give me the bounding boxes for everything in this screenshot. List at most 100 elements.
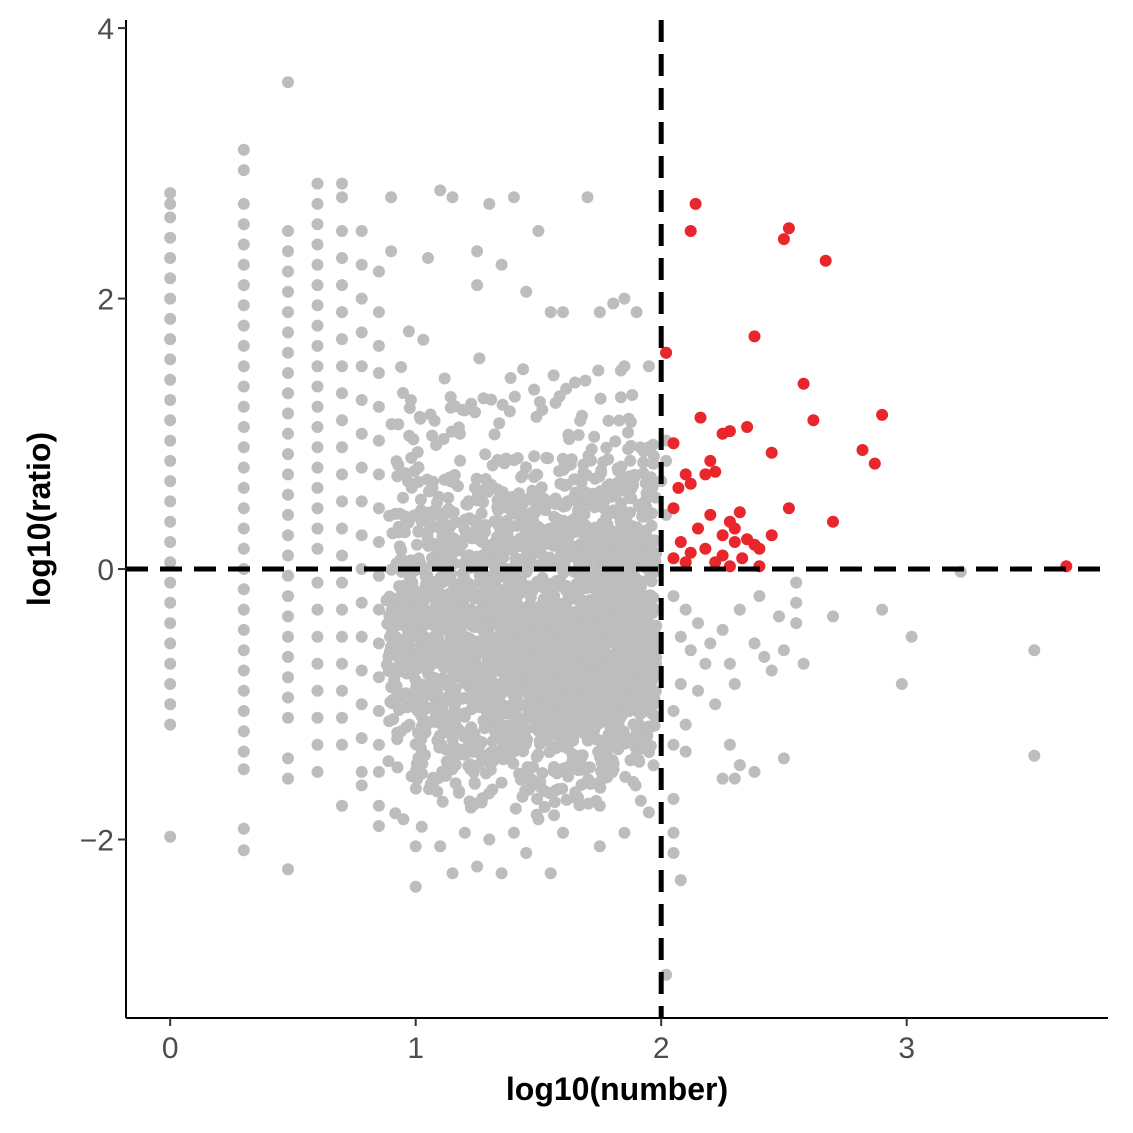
data-point <box>733 759 746 772</box>
data-point <box>637 655 650 667</box>
data-point <box>504 372 517 384</box>
data-point <box>282 427 294 440</box>
data-point <box>491 494 504 507</box>
data-point <box>439 769 452 782</box>
data-point <box>704 508 717 521</box>
data-point <box>643 746 655 758</box>
data-point <box>488 428 501 441</box>
data-point <box>458 590 471 603</box>
data-point <box>355 427 368 440</box>
data-point <box>642 806 655 819</box>
data-point <box>404 627 417 640</box>
data-point <box>557 566 570 579</box>
data-point <box>237 339 250 352</box>
data-point <box>164 617 177 630</box>
data-point <box>534 723 547 736</box>
data-point <box>572 429 585 441</box>
data-point <box>237 684 250 697</box>
thresholds-layer <box>126 20 1108 1018</box>
data-point <box>164 830 177 843</box>
data-point <box>506 507 519 519</box>
data-point <box>282 306 294 319</box>
data-point <box>674 874 687 887</box>
data-point <box>546 656 559 669</box>
data-point <box>511 452 524 465</box>
data-point <box>540 537 553 550</box>
data-point <box>311 481 324 494</box>
data-point <box>782 222 795 235</box>
data-point <box>578 508 591 521</box>
data-point <box>237 238 250 251</box>
data-point <box>420 702 432 715</box>
data-point <box>282 448 294 461</box>
data-point <box>684 644 697 657</box>
data-point <box>550 643 563 656</box>
data-point <box>643 673 656 685</box>
data-point <box>560 793 573 806</box>
data-point <box>600 602 613 614</box>
data-point <box>626 389 639 401</box>
data-point <box>372 603 385 616</box>
data-point <box>503 655 515 668</box>
data-point <box>414 412 427 425</box>
data-point <box>454 642 467 655</box>
data-point <box>758 650 771 663</box>
data-point <box>462 692 475 705</box>
data-point <box>723 738 736 751</box>
data-point <box>534 523 547 536</box>
data-point <box>311 522 324 535</box>
data-point <box>577 554 590 567</box>
data-point <box>495 615 508 628</box>
data-point <box>532 748 545 761</box>
data-point <box>237 421 250 433</box>
data-point <box>704 637 717 650</box>
data-point <box>520 615 533 628</box>
data-point <box>466 732 479 745</box>
y-tick-label: 4 <box>97 13 114 46</box>
data-point <box>444 391 457 403</box>
data-point <box>495 867 508 880</box>
data-point <box>372 306 385 319</box>
data-point <box>431 520 444 533</box>
data-point <box>531 792 544 805</box>
data-point <box>446 652 459 665</box>
data-point <box>311 421 324 433</box>
data-point <box>237 542 250 555</box>
data-point <box>458 404 471 417</box>
data-point <box>672 481 685 494</box>
data-point <box>311 630 324 643</box>
data-point <box>164 394 177 406</box>
data-point <box>593 840 606 853</box>
data-point <box>520 285 533 298</box>
data-point <box>607 297 620 310</box>
data-point <box>777 644 790 657</box>
data-point <box>164 698 177 711</box>
data-point <box>311 765 324 778</box>
data-point <box>336 333 348 346</box>
data-point <box>412 461 425 474</box>
data-point <box>372 400 385 413</box>
data-point <box>448 469 461 481</box>
data-point <box>355 596 368 609</box>
y-axis-title: log10(ratio) <box>21 432 57 606</box>
data-point <box>645 519 658 532</box>
data-point <box>440 605 453 618</box>
data-point <box>528 450 541 463</box>
data-point <box>237 583 250 596</box>
data-point <box>336 495 348 508</box>
data-point <box>412 525 425 538</box>
data-point <box>311 576 324 589</box>
data-point <box>548 809 561 822</box>
data-point <box>571 637 584 650</box>
data-point <box>553 465 566 478</box>
data-point <box>728 536 741 548</box>
data-point <box>577 581 589 594</box>
data-point <box>336 576 348 589</box>
data-point <box>237 822 250 835</box>
data-point <box>282 752 294 765</box>
data-point <box>311 177 324 190</box>
data-point <box>386 694 399 707</box>
data-point <box>647 591 660 604</box>
data-point <box>372 738 385 751</box>
data-point <box>526 761 539 774</box>
